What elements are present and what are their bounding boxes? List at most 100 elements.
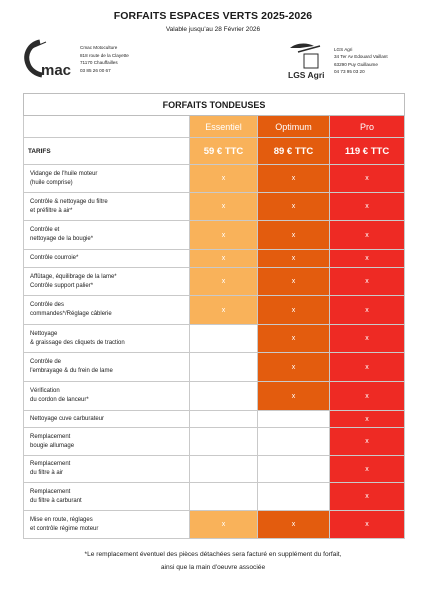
included-mark-essentiel: [189, 482, 258, 511]
cmac-phone: 03 85 26 00 67: [80, 67, 111, 73]
service-row: Nettoyage cuve carburateur x: [23, 410, 406, 428]
lgs-address-2: 63290 Puy Guillaume: [334, 61, 378, 67]
svg-text:mac: mac: [41, 62, 71, 79]
included-mark-pro: x: [328, 164, 406, 193]
service-row: Nettoyage & graissage des cliquets de tra…: [23, 324, 406, 353]
service-label: Remplacement du filtre à carburant: [23, 482, 190, 511]
validity-subtitle: Valable jusqu'au 28 Février 2026: [165, 26, 261, 33]
included-mark-essentiel: [189, 324, 258, 353]
pricing-table: FORFAITS TONDEUSES Essentiel Optimum Pro…: [22, 93, 406, 539]
service-label-line-1: Nettoyage cuve carburateur: [30, 415, 105, 422]
service-label-line-1: Contrôle et: [30, 227, 60, 233]
included-mark-essentiel: [189, 410, 258, 428]
included-mark-pro: x: [328, 352, 406, 382]
service-label: Remplacement bougie allumage: [23, 427, 190, 456]
included-mark-essentiel: [189, 381, 258, 411]
service-label-line-2: nettoyage de la bougie*: [30, 236, 94, 242]
page-title: FORFAITS ESPACES VERTS 2025-2026: [113, 10, 313, 22]
lgs-name: LGS Agri: [334, 47, 353, 52]
included-mark-optimum: x: [257, 324, 330, 353]
service-label-line-2: commandes*/Réglage câblerie: [30, 311, 112, 317]
included-mark-essentiel: x: [189, 249, 258, 268]
cmac-logo: mac: [24, 39, 71, 79]
service-label-line-2: du cordon de lanceur*: [30, 397, 89, 403]
service-row: Vérification du cordon de lanceur* x x: [23, 381, 406, 411]
tier-corner: [23, 115, 190, 138]
service-row: Contrôle courroie* x x x: [23, 249, 406, 268]
service-row: Mise en route, réglages et contrôle régim…: [23, 510, 406, 539]
service-row: Vidange de l'huile moteur (huile comprise…: [23, 164, 406, 193]
footnote-line-1: *Le remplacement éventuel des pièces dét…: [84, 551, 342, 558]
included-mark-essentiel: x: [189, 192, 258, 221]
service-label-line-1: Contrôle de: [30, 359, 62, 365]
service-label: Vidange de l'huile moteur (huile comprise…: [23, 164, 190, 193]
service-row: Contrôle de l'embrayage & du frein de lam…: [23, 352, 406, 382]
price-label: TARIFS: [23, 137, 190, 165]
lgs-logo-text: LGS Agri: [288, 70, 325, 80]
service-label-line-1: Contrôle des: [30, 302, 65, 308]
included-mark-pro: x: [328, 455, 406, 483]
included-mark-pro: x: [328, 410, 406, 428]
included-mark-pro: x: [328, 427, 406, 456]
included-mark-pro: x: [328, 249, 406, 268]
service-label: Contrôle & nettoyage du filtre et préfilt…: [23, 192, 190, 221]
service-label: Mise en route, réglages et contrôle régim…: [23, 510, 190, 539]
included-mark-optimum: [257, 410, 330, 428]
cmac-address-2: 71170 Chauffailles: [80, 60, 118, 66]
service-label-line-1: Remplacement: [30, 461, 71, 467]
included-mark-essentiel: x: [189, 295, 258, 325]
service-row: Remplacement du filtre à air x: [23, 455, 406, 483]
service-label: Affûtage, équilibrage de la lame* Contrôl…: [23, 267, 190, 296]
service-label-line-1: Vérification: [30, 388, 60, 394]
included-mark-optimum: x: [257, 295, 330, 325]
service-row: Remplacement bougie allumage x: [23, 427, 406, 456]
lgs-contact: LGS Agri 34 Ter Av Edouard Vaillant 6329…: [334, 46, 388, 75]
service-label-line-1: Affûtage, équilibrage de la lame*: [30, 273, 117, 280]
price-pro: 119 € TTC: [328, 137, 406, 165]
service-label-line-2: & graissage des cliquets de traction: [30, 339, 125, 346]
included-mark-optimum: x: [257, 164, 330, 193]
included-mark-pro: x: [328, 324, 406, 353]
service-row: Affûtage, équilibrage de la lame* Contrôl…: [23, 267, 406, 296]
service-label: Contrôle des commandes*/Réglage câblerie: [23, 295, 190, 325]
service-label: Vérification du cordon de lanceur*: [23, 381, 190, 411]
included-mark-pro: x: [328, 482, 406, 511]
tier-row: Essentiel Optimum Pro: [23, 115, 406, 138]
table-header: FORFAITS TONDEUSES: [22, 93, 406, 116]
included-mark-optimum: x: [257, 381, 330, 411]
service-label-line-2: et préfiltre à air*: [30, 207, 73, 214]
service-label: Contrôle et nettoyage de la bougie*: [23, 220, 190, 250]
cmac-address-1: 818 route de la Clayette: [80, 52, 129, 58]
included-mark-optimum: x: [257, 267, 330, 296]
service-label: Contrôle de l'embrayage & du frein de lam…: [23, 352, 190, 382]
price-row: TARIFS 59 € TTC 89 € TTC 119 € TTC: [23, 137, 406, 165]
service-label-line-2: du filtre à carburant: [30, 497, 82, 504]
price-essentiel: 59 € TTC: [189, 137, 258, 165]
service-label-line-2: bougie allumage: [30, 442, 75, 449]
included-mark-pro: x: [328, 295, 406, 325]
tier-pro: Pro: [328, 115, 406, 138]
included-mark-pro: x: [328, 381, 406, 411]
lgs-agri-logo: LGS Agri: [288, 43, 325, 80]
included-mark-optimum: [257, 455, 330, 483]
service-row: Contrôle & nettoyage du filtre et préfilt…: [23, 192, 406, 221]
service-row: Contrôle des commandes*/Réglage câblerie x…: [23, 295, 406, 325]
service-label-line-1: Remplacement: [30, 433, 71, 440]
service-label-line-1: Mise en route, réglages: [30, 516, 93, 523]
tier-optimum: Optimum: [257, 115, 330, 138]
included-mark-essentiel: [189, 427, 258, 456]
service-label-line-2: et contrôle régime moteur: [30, 525, 99, 532]
included-mark-pro: x: [328, 192, 406, 221]
service-label: Nettoyage & graissage des cliquets de tra…: [23, 324, 190, 353]
included-mark-essentiel: x: [189, 510, 258, 539]
included-mark-optimum: [257, 482, 330, 511]
service-label: Nettoyage cuve carburateur: [23, 410, 190, 428]
service-label-line-1: Vidange de l'huile moteur: [30, 170, 98, 177]
included-mark-essentiel: [189, 455, 258, 483]
included-mark-essentiel: x: [189, 220, 258, 250]
included-mark-optimum: [257, 427, 330, 456]
included-mark-essentiel: x: [189, 164, 258, 193]
service-label-line-2: Contrôle support palier*: [30, 282, 94, 289]
included-mark-pro: x: [328, 510, 406, 539]
service-row: Remplacement du filtre à carburant x: [23, 482, 406, 511]
